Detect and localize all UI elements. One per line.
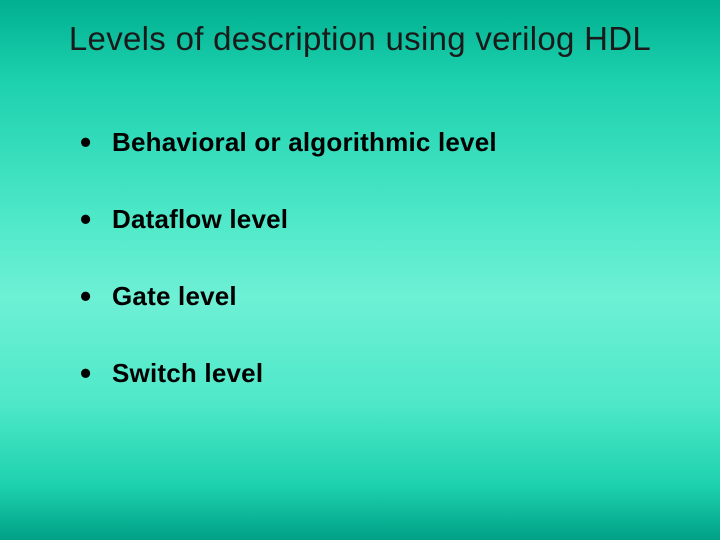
slide-container: Levels of description using verilog HDL …: [0, 0, 720, 540]
list-item: Behavioral or algorithmic level: [80, 127, 670, 158]
list-item: Gate level: [80, 281, 670, 312]
slide-title: Levels of description using verilog HDL: [50, 18, 670, 59]
list-item: Dataflow level: [80, 204, 670, 235]
list-item: Switch level: [80, 358, 670, 389]
bullet-list: Behavioral or algorithmic level Dataflow…: [50, 127, 670, 389]
